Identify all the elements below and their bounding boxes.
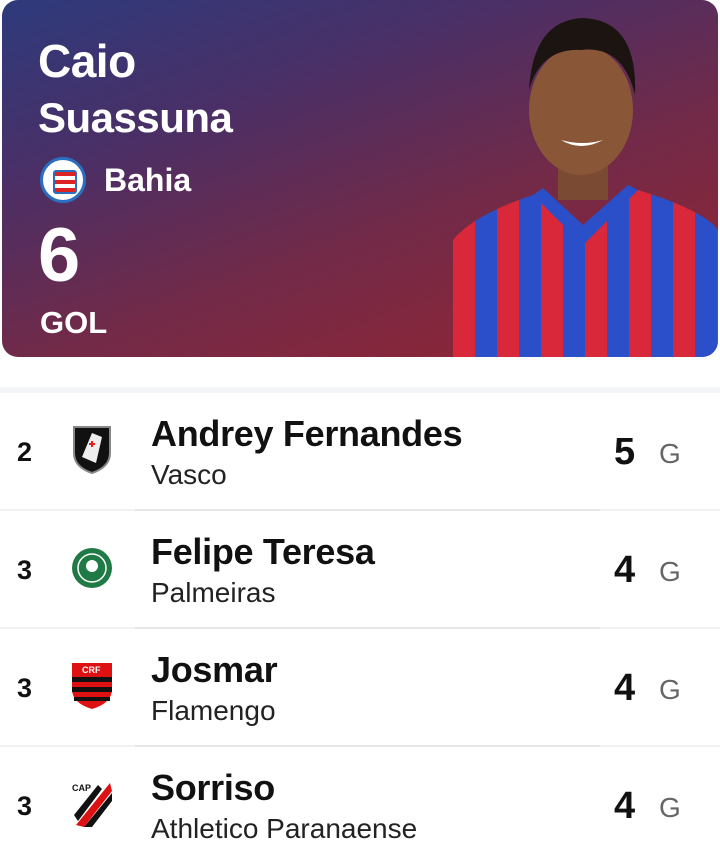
leader-card[interactable]: Caio Suassuna Bahia 6 GOL: [2, 0, 718, 357]
row-divider: [0, 745, 720, 747]
palmeiras-crest-icon: [72, 548, 112, 588]
rank: 3: [17, 791, 33, 821]
player-name: Felipe Teresa: [151, 531, 375, 572]
player-name: Andrey Fernandes: [151, 413, 463, 454]
rank: 3: [17, 673, 33, 703]
ranking-row[interactable]: 3 CAP Sorriso Athletico Paranaense 4 G: [0, 747, 720, 865]
vasco-crest-icon: [73, 426, 111, 475]
team-name: Athletico Paranaense: [151, 813, 418, 844]
ranking-row[interactable]: 3 Felipe Teresa Palmeiras 4 G: [0, 511, 720, 629]
goals: 4: [614, 549, 636, 591]
goals-unit: G: [659, 792, 681, 823]
flamengo-crest-icon: CRF: [72, 663, 112, 709]
bahia-crest-icon: [40, 157, 86, 203]
leader-last-name: Suassuna: [38, 94, 233, 141]
rank: 3: [17, 555, 33, 585]
ranking-row[interactable]: 3 CRF Josmar Flamengo 4 G: [0, 629, 720, 747]
leader-club-name: Bahia: [104, 161, 192, 198]
rank: 2: [17, 437, 33, 467]
leader-unit: GOL: [40, 305, 108, 340]
team-name: Vasco: [151, 459, 227, 490]
goals: 4: [614, 667, 636, 709]
svg-text:CAP: CAP: [72, 783, 91, 793]
goals-unit: G: [659, 674, 681, 705]
goals-unit: G: [659, 438, 681, 469]
goals-unit: G: [659, 556, 681, 587]
svg-text:CRF: CRF: [82, 665, 101, 675]
row-divider: [0, 627, 720, 629]
player-name: Josmar: [151, 649, 278, 690]
team-name: Palmeiras: [151, 577, 276, 608]
leader-first-name: Caio: [38, 35, 136, 87]
section-divider: [0, 387, 720, 393]
player-name: Sorriso: [151, 767, 275, 808]
goals: 5: [614, 431, 636, 473]
leader-club: Bahia: [40, 157, 191, 203]
ranking-row[interactable]: 2 Andrey Fernandes Vasco 5 G: [0, 393, 720, 511]
leader-goals: 6: [38, 213, 81, 298]
athletico-crest-icon: CAP: [72, 783, 112, 827]
goals: 4: [614, 785, 636, 827]
player-photo: [453, 18, 718, 357]
row-divider: [0, 509, 720, 511]
team-name: Flamengo: [151, 695, 276, 726]
